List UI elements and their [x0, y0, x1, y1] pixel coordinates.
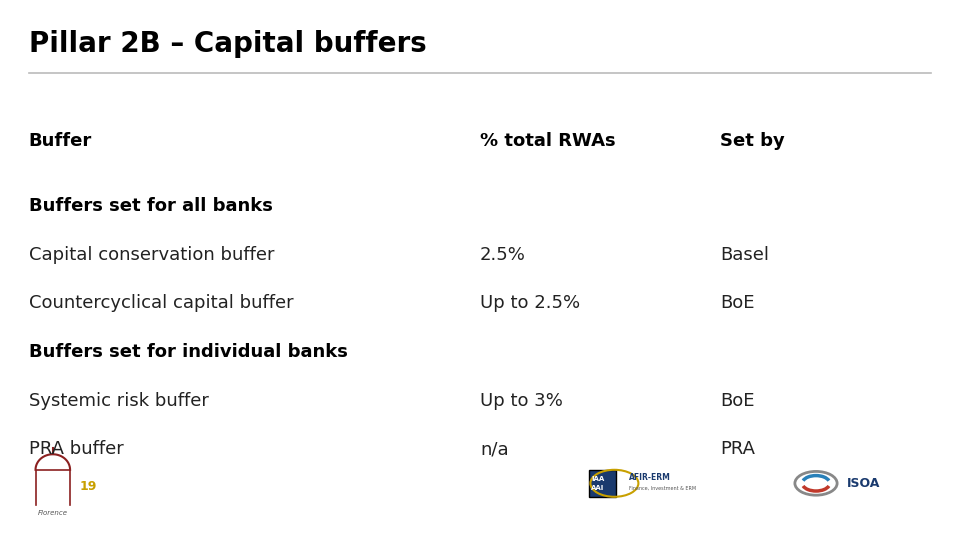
Text: IAA: IAA [591, 476, 604, 482]
Text: BoE: BoE [720, 392, 755, 409]
Text: PRA buffer: PRA buffer [29, 440, 124, 458]
Text: Countercyclical capital buffer: Countercyclical capital buffer [29, 294, 294, 312]
Text: AFIR-ERM: AFIR-ERM [629, 474, 671, 482]
Text: BoE: BoE [720, 294, 755, 312]
Text: Up to 3%: Up to 3% [480, 392, 563, 409]
Text: 19: 19 [80, 480, 97, 492]
Text: PRA: PRA [720, 440, 755, 458]
Text: Pillar 2B – Capital buffers: Pillar 2B – Capital buffers [29, 30, 426, 58]
Text: Set by: Set by [720, 132, 784, 150]
Text: % total RWAs: % total RWAs [480, 132, 615, 150]
Text: Capital conservation buffer: Capital conservation buffer [29, 246, 275, 264]
Text: ISOA: ISOA [847, 477, 880, 490]
Text: Buffers set for all banks: Buffers set for all banks [29, 197, 273, 215]
Text: Buffer: Buffer [29, 132, 92, 150]
Text: AAI: AAI [591, 484, 604, 491]
Text: 2.5%: 2.5% [480, 246, 526, 264]
Text: Up to 2.5%: Up to 2.5% [480, 294, 580, 312]
Text: Basel: Basel [720, 246, 769, 264]
Text: Buffers set for individual banks: Buffers set for individual banks [29, 343, 348, 361]
FancyBboxPatch shape [589, 470, 616, 497]
Text: Florence: Florence [37, 510, 68, 516]
Text: Finance, Investment & ERM: Finance, Investment & ERM [629, 486, 696, 491]
Text: n/a: n/a [480, 440, 509, 458]
Text: Systemic risk buffer: Systemic risk buffer [29, 392, 208, 409]
